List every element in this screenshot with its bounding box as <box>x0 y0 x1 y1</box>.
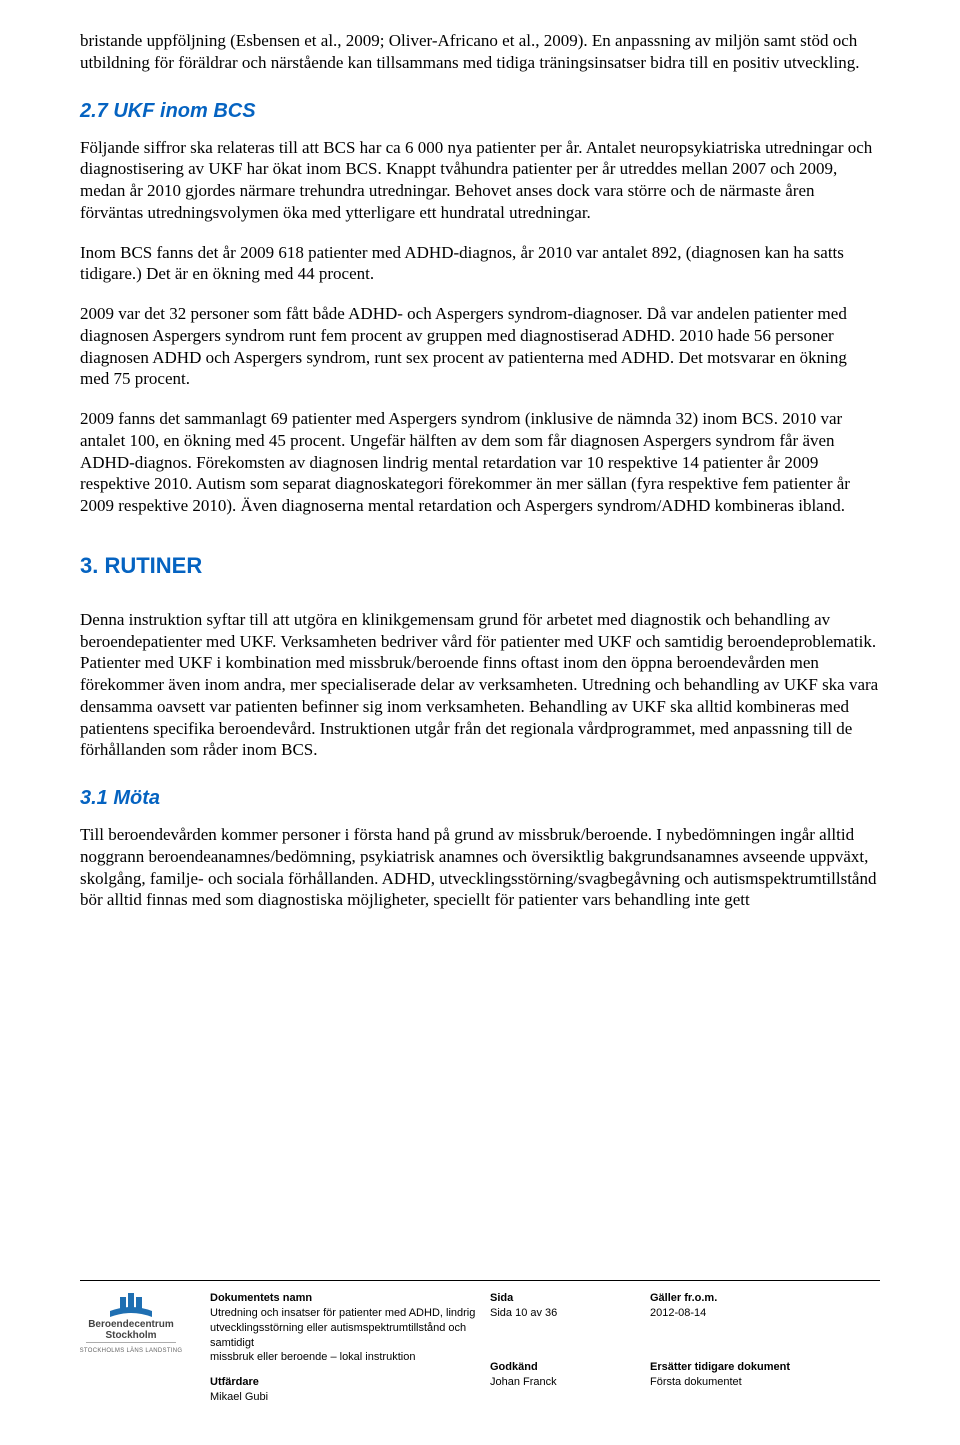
footer-grid: Beroendecentrum Stockholm STOCKHOLMS LÄN… <box>80 1291 880 1415</box>
footer-col-sida: Sida Sida 10 av 36 Godkänd Johan Franck <box>490 1291 650 1415</box>
galler-label: Gäller fr.o.m. <box>650 1291 840 1306</box>
page-footer: Beroendecentrum Stockholm STOCKHOLMS LÄN… <box>80 1280 880 1415</box>
sida-value: Sida 10 av 36 <box>490 1306 650 1321</box>
doc-name-line: utvecklingsstörning eller autismspektrum… <box>210 1321 490 1351</box>
document-page: bristande uppföljning (Esbensen et al., … <box>0 0 960 1445</box>
ersatter-label: Ersätter tidigare dokument <box>650 1360 840 1375</box>
paragraph: Följande siffror ska relateras till att … <box>80 137 880 224</box>
footer-rule <box>80 1280 880 1281</box>
heading-3-1: 3.1 Möta <box>80 787 880 810</box>
utfardare-value: Mikael Gubi <box>210 1390 490 1405</box>
utfardare-label: Utfärdare <box>210 1375 490 1390</box>
doc-name-line: missbruk eller beroende – lokal instrukt… <box>210 1350 490 1365</box>
ersatter-value: Första dokumentet <box>650 1375 840 1390</box>
paragraph: 2009 fanns det sammanlagt 69 patienter m… <box>80 408 880 517</box>
footer-logo: Beroendecentrum Stockholm STOCKHOLMS LÄN… <box>80 1291 210 1415</box>
logo-text-1: Beroendecentrum <box>88 1319 174 1330</box>
heading-2-7: 2.7 UKF inom BCS <box>80 100 880 123</box>
org-logo-icon: Beroendecentrum Stockholm STOCKHOLMS LÄN… <box>80 1291 190 1361</box>
paragraph: bristande uppföljning (Esbensen et al., … <box>80 30 880 74</box>
paragraph: 2009 var det 32 personer som fått både A… <box>80 303 880 390</box>
godkand-label: Godkänd <box>490 1360 650 1375</box>
doc-name-label: Dokumentets namn <box>210 1291 490 1306</box>
footer-col-galler: Gäller fr.o.m. 2012-08-14 Ersätter tidig… <box>650 1291 840 1415</box>
logo-text-sll: STOCKHOLMS LÄNS LANDSTING <box>80 1347 182 1354</box>
godkand-value: Johan Franck <box>490 1375 650 1390</box>
heading-3: 3. RUTINER <box>80 553 880 579</box>
sida-label: Sida <box>490 1291 650 1306</box>
galler-value: 2012-08-14 <box>650 1306 840 1321</box>
paragraph: Inom BCS fanns det år 2009 618 patienter… <box>80 242 880 286</box>
logo-text-2: Stockholm <box>105 1330 156 1341</box>
body-text: bristande uppföljning (Esbensen et al., … <box>80 30 880 911</box>
footer-col-docname: Dokumentets namn Utredning och insatser … <box>210 1291 490 1415</box>
paragraph: Till beroendevården kommer personer i fö… <box>80 824 880 911</box>
doc-name-line: Utredning och insatser för patienter med… <box>210 1306 490 1321</box>
paragraph: Denna instruktion syftar till att utgöra… <box>80 609 880 761</box>
